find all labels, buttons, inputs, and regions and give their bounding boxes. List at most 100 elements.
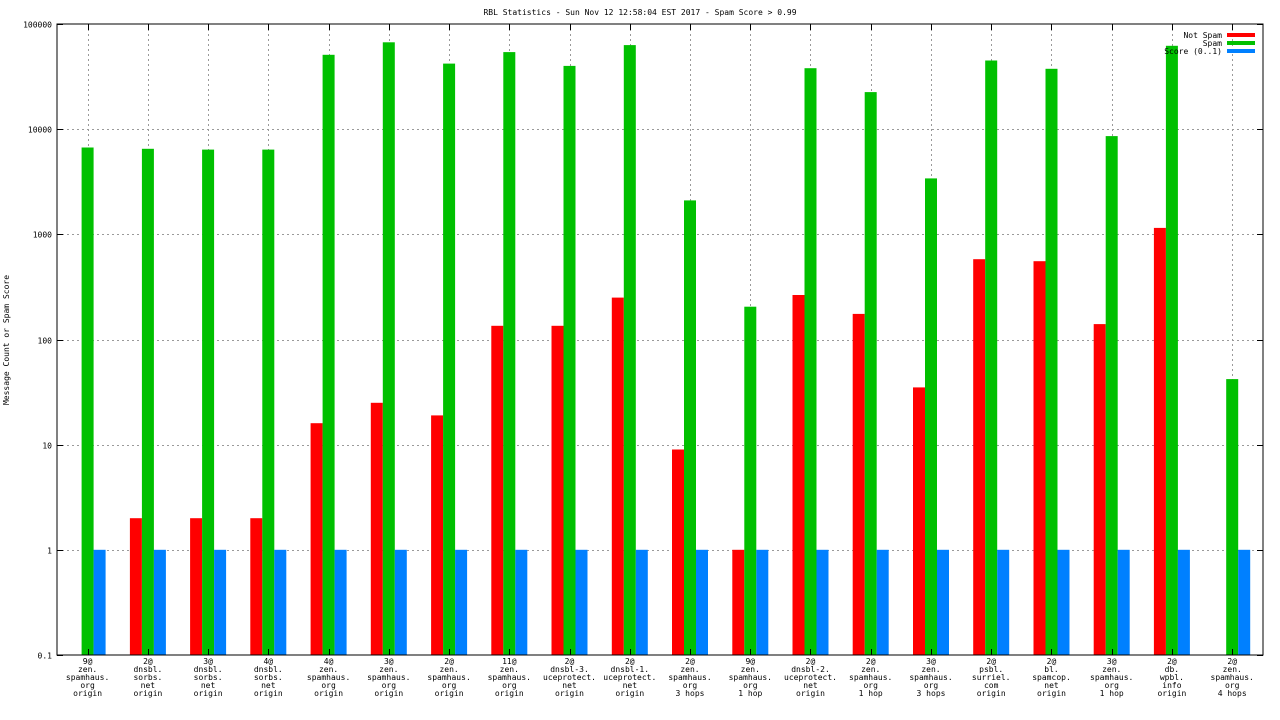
bar-not-spam	[310, 423, 323, 655]
bar-not-spam	[250, 518, 263, 655]
x-category-label-line: org	[863, 681, 878, 690]
x-category-label-line: 2@	[806, 657, 816, 666]
x-category-label-line: org	[1225, 681, 1240, 690]
x-category-label-line: wpbl.	[1160, 673, 1184, 682]
bar-score-0-1	[635, 549, 648, 655]
bar-score-0-1	[274, 549, 287, 655]
x-category-label-line: net	[623, 681, 638, 690]
x-category-label-line: spamhaus.	[1090, 673, 1133, 682]
legend-label: Not Spam	[1183, 31, 1222, 40]
bar-spam	[322, 54, 335, 656]
bar-score-0-1	[515, 549, 528, 655]
x-category-label-line: uceprotect.	[784, 673, 837, 682]
bar-spam	[744, 306, 757, 655]
y-tick-label: 10000	[28, 126, 52, 135]
bar-spam	[1165, 45, 1178, 656]
bar-spam	[864, 92, 877, 656]
x-category-label-line: 2@	[685, 657, 695, 666]
bar-score-0-1	[756, 549, 769, 655]
x-category-label-line: origin	[73, 689, 102, 698]
x-category-label-line: 4@	[263, 657, 273, 666]
x-category-label-line: zen.	[1102, 665, 1121, 674]
x-category-label-line: zen.	[741, 665, 760, 674]
bar-spam	[81, 147, 94, 655]
bar-not-spam	[491, 325, 504, 655]
y-tick-label: 10	[42, 442, 52, 451]
x-category-label-line: origin	[495, 689, 524, 698]
bar-spam	[684, 200, 696, 655]
bar-not-spam	[913, 387, 925, 655]
x-category-label-line: 2@	[1167, 657, 1177, 666]
x-category-label-line: origin	[555, 689, 584, 698]
x-category-label-line: 1 hop	[1100, 689, 1124, 698]
x-category-label-line: db.	[1165, 665, 1179, 674]
x-category-label-line: zen.	[680, 665, 699, 674]
bar-spam	[262, 149, 275, 655]
y-tick-label: 100000	[23, 21, 52, 30]
x-category-label-line: dnsbl-1.	[611, 665, 650, 674]
x-category-label-line: org	[321, 681, 336, 690]
bar-not-spam	[672, 449, 684, 655]
x-category-label-line: spamhaus.	[307, 673, 350, 682]
x-category-label-line: origin	[1157, 689, 1186, 698]
x-category-label-line: net	[201, 681, 216, 690]
bar-spam	[141, 148, 154, 656]
x-category-label-line: surriel.	[972, 673, 1011, 682]
bar-not-spam	[129, 518, 142, 655]
x-category-label-line: 3 hops	[917, 689, 946, 698]
bar-not-spam	[973, 259, 986, 655]
x-category-label-line: spamhaus.	[729, 673, 772, 682]
bar-score-0-1	[1117, 549, 1130, 655]
bar-score-0-1	[937, 549, 949, 655]
x-category-label-line: bl.	[1044, 665, 1058, 674]
legend-label: Spam	[1203, 39, 1222, 48]
x-category-label-line: zen.	[439, 665, 458, 674]
x-category-label-line: net	[261, 681, 276, 690]
bar-not-spam	[792, 295, 805, 655]
x-category-label-line: spamhaus.	[488, 673, 531, 682]
x-category-label-line: org	[80, 681, 95, 690]
x-category-label-line: 2@	[866, 657, 876, 666]
x-category-label-line: 3@	[926, 657, 936, 666]
x-category-label-line: origin	[254, 689, 283, 698]
bar-spam	[925, 178, 937, 655]
x-category-label-line: 1 hop	[738, 689, 762, 698]
x-category-label-line: sorbs.	[194, 673, 223, 682]
x-category-label-line: origin	[1037, 689, 1066, 698]
x-category-label-line: net	[1044, 681, 1059, 690]
x-category-label-line: zen.	[861, 665, 880, 674]
bar-spam	[1226, 379, 1239, 655]
x-category-label-line: info	[1162, 681, 1181, 690]
x-category-label-line: origin	[194, 689, 223, 698]
x-category-label-line: spamhaus.	[427, 673, 470, 682]
x-category-label-line: zen.	[1223, 665, 1242, 674]
x-category-label-line: org	[502, 681, 517, 690]
x-category-label-line: org	[924, 681, 939, 690]
x-category-label-line: 9@	[83, 657, 93, 666]
bar-not-spam	[1093, 324, 1106, 655]
x-category-label-line: 4 hops	[1218, 689, 1247, 698]
x-category-label-line: 11@	[502, 657, 517, 666]
x-category-label-line: 2@	[444, 657, 454, 666]
bar-spam	[503, 52, 516, 656]
bar-score-0-1	[93, 549, 106, 655]
y-tick-label: 1000	[33, 231, 52, 240]
x-category-label-line: spamhaus.	[668, 673, 711, 682]
x-category-label-line: origin	[435, 689, 464, 698]
x-category-label-line: 2@	[143, 657, 153, 666]
legend-label: Score (0..1)	[1164, 47, 1222, 56]
grid-lines	[57, 24, 1263, 655]
bar-score-0-1	[997, 549, 1010, 655]
